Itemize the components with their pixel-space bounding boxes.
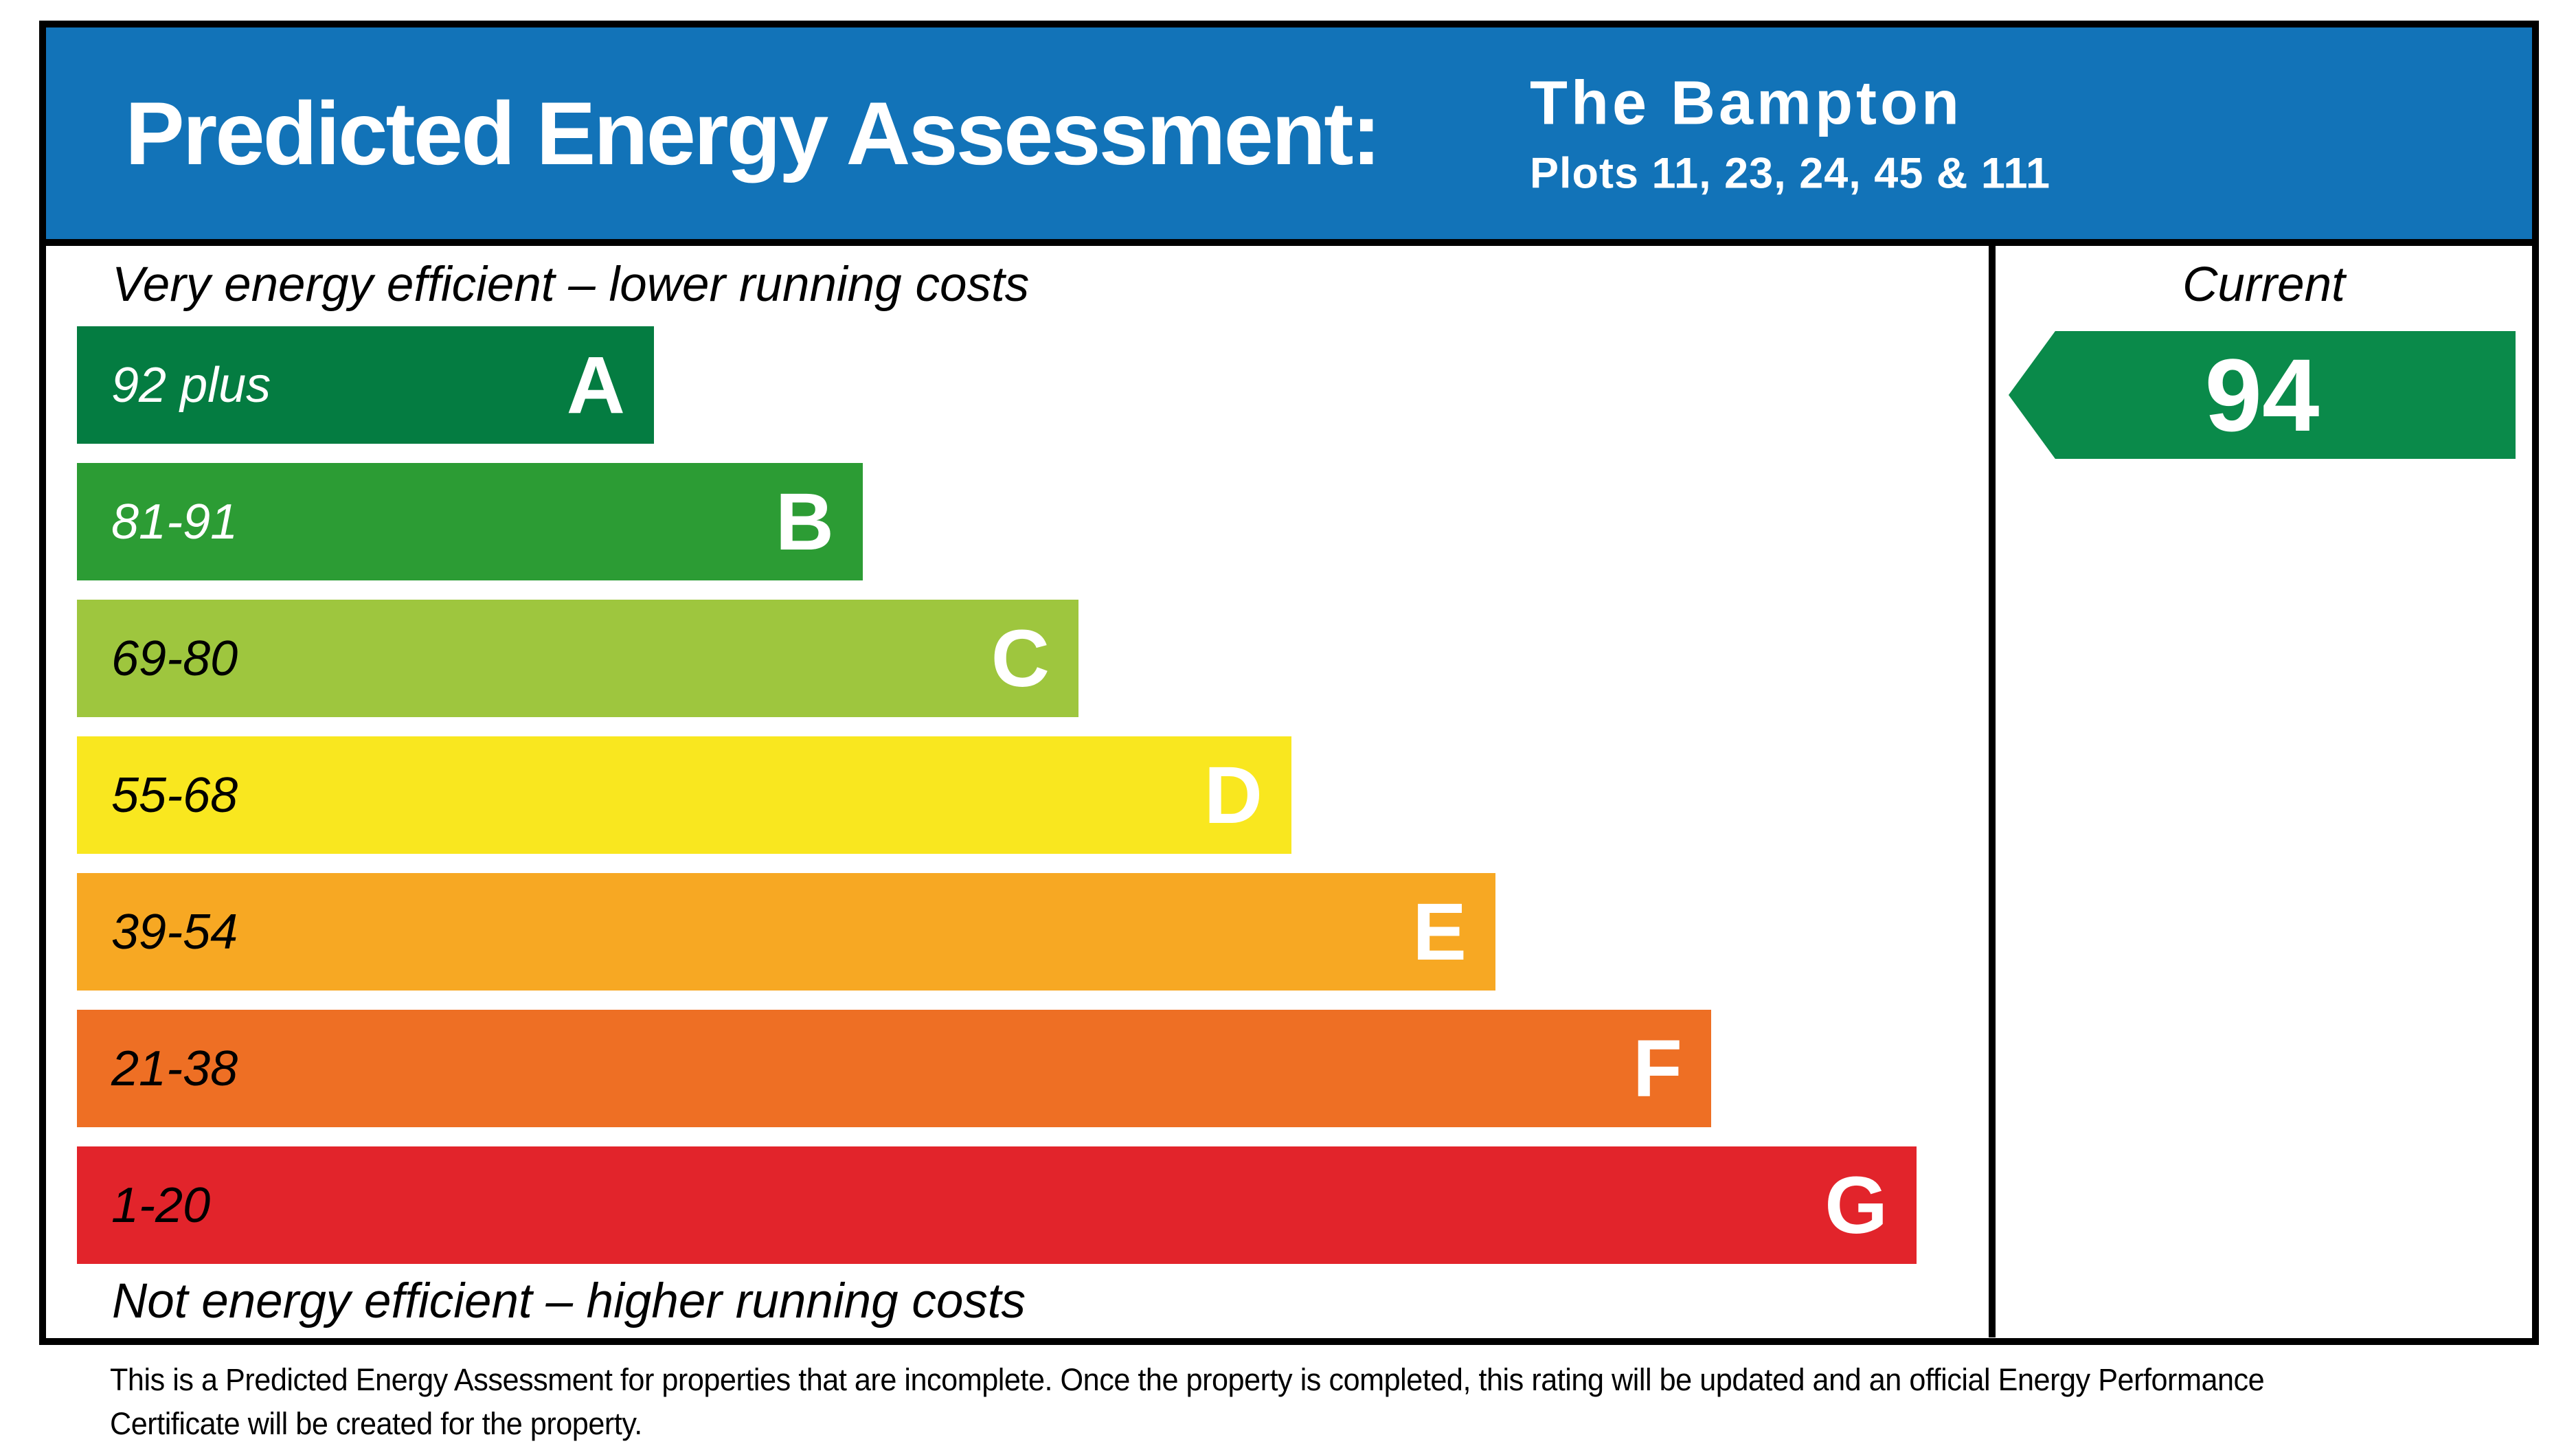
band-b-letter: B bbox=[775, 476, 834, 567]
band-d-range: 55-68 bbox=[111, 767, 238, 823]
chart-main-area: Very energy efficient – lower running co… bbox=[46, 246, 2532, 1337]
band-a-range: 92 plus bbox=[111, 357, 271, 413]
band-e-range: 39-54 bbox=[111, 904, 238, 960]
band-c-range: 69-80 bbox=[111, 631, 238, 686]
band-a-letter: A bbox=[566, 339, 625, 431]
property-info: The Bampton Plots 11, 23, 24, 45 & 111 bbox=[1530, 69, 2050, 199]
current-heading: Current bbox=[2182, 258, 2345, 312]
rating-bands: 92 plus A 81-91 B 69-80 C 55-68 D bbox=[77, 326, 1989, 1264]
current-rating-arrow: 94 bbox=[2009, 331, 2516, 459]
property-plots: Plots 11, 23, 24, 45 & 111 bbox=[1530, 149, 2051, 198]
band-g: 1-20 G bbox=[77, 1146, 1917, 1264]
bottom-axis-label: Not energy efficient – higher running co… bbox=[112, 1274, 1026, 1328]
header-banner: Predicted Energy Assessment: The Bampton… bbox=[46, 27, 2532, 246]
band-c-letter: C bbox=[991, 613, 1050, 704]
footer-line-2: Certificate will be created for the prop… bbox=[110, 1406, 642, 1441]
column-divider bbox=[1989, 246, 1996, 1337]
band-c: 69-80 C bbox=[77, 600, 1078, 717]
band-b-range: 81-91 bbox=[111, 494, 238, 550]
band-b: 81-91 B bbox=[77, 463, 863, 580]
footer-disclaimer: This is a Predicted Energy Assessment fo… bbox=[110, 1358, 2265, 1446]
current-rating-value: 94 bbox=[2204, 337, 2320, 453]
footer-line-1: This is a Predicted Energy Assessment fo… bbox=[110, 1362, 2265, 1397]
band-g-range: 1-20 bbox=[111, 1177, 211, 1233]
property-name: The Bampton bbox=[1530, 69, 1963, 138]
epc-frame: Predicted Energy Assessment: The Bampton… bbox=[39, 21, 2539, 1345]
band-f-letter: F bbox=[1632, 1023, 1682, 1114]
band-g-letter: G bbox=[1824, 1159, 1888, 1251]
current-rating-column: Current 94 bbox=[1996, 246, 2532, 1337]
page-title: Predicted Energy Assessment: bbox=[125, 83, 1381, 183]
band-e-letter: E bbox=[1412, 886, 1467, 977]
top-axis-label: Very energy efficient – lower running co… bbox=[112, 258, 1030, 312]
band-e: 39-54 E bbox=[77, 873, 1495, 991]
band-d-letter: D bbox=[1204, 749, 1263, 841]
rating-bands-chart: Very energy efficient – lower running co… bbox=[46, 246, 1989, 1337]
band-f-range: 21-38 bbox=[111, 1041, 238, 1096]
band-d: 55-68 D bbox=[77, 736, 1291, 854]
band-f: 21-38 F bbox=[77, 1010, 1711, 1127]
band-a: 92 plus A bbox=[77, 326, 654, 444]
